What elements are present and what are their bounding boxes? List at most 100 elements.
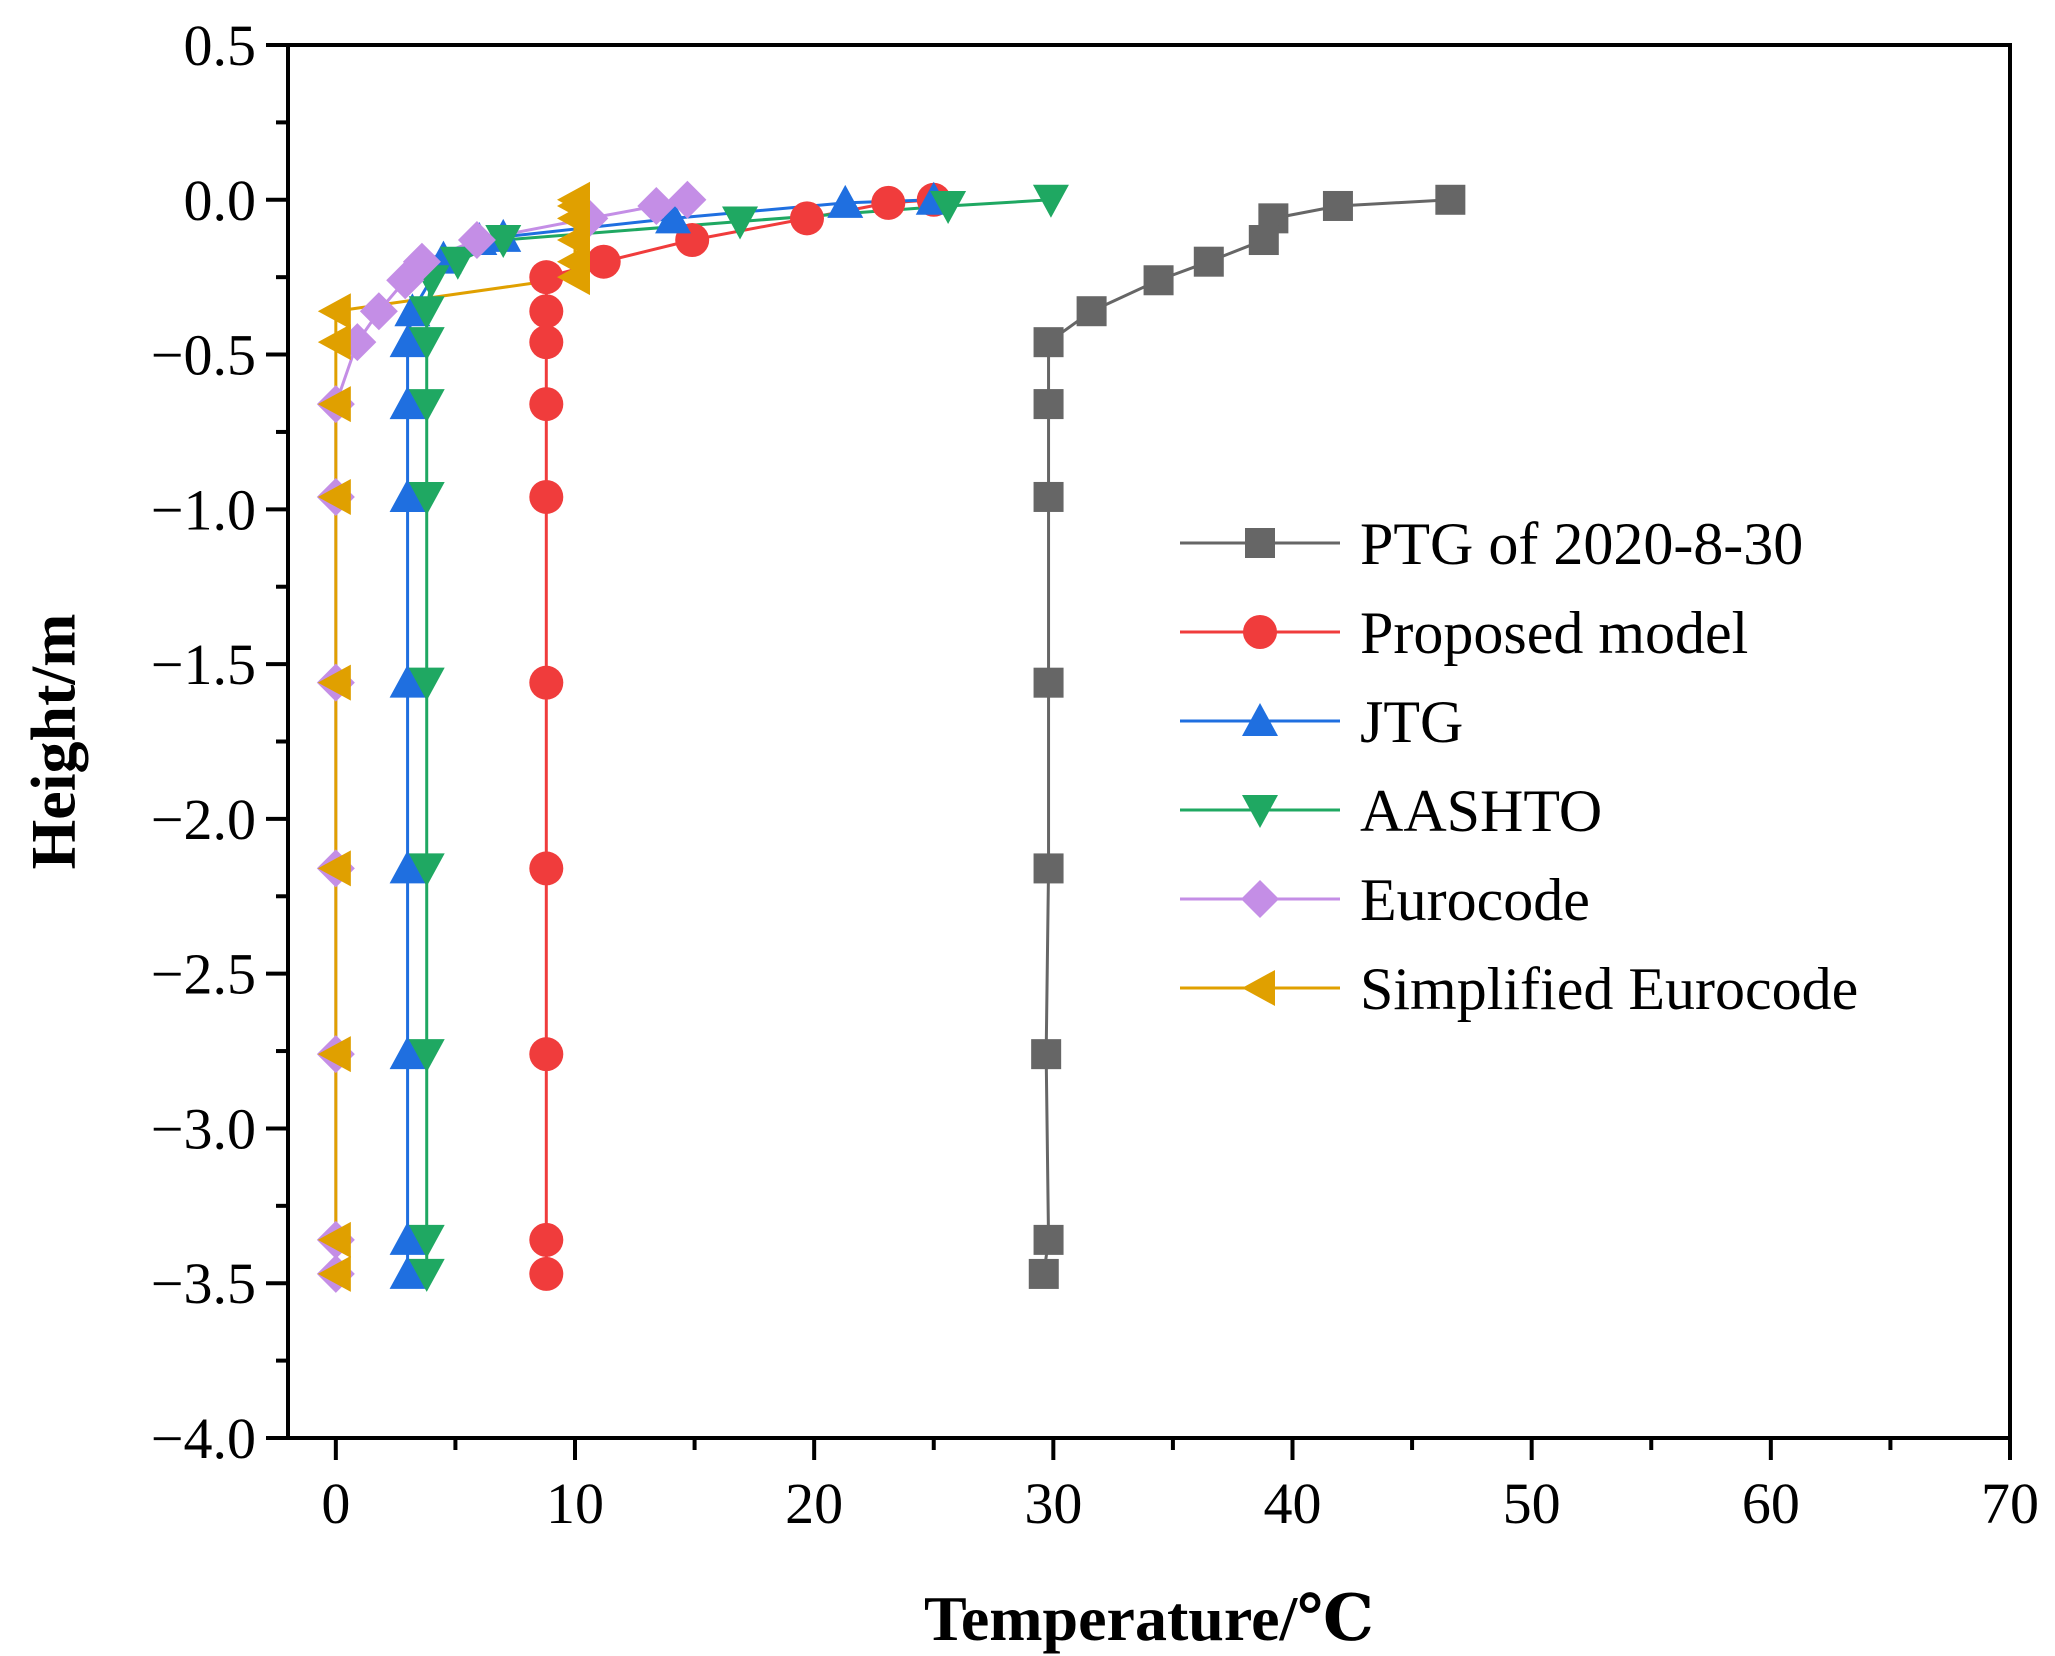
x-tick-label: 30: [1024, 1471, 1082, 1536]
series-line-2: [406, 198, 934, 1274]
data-point-series-3: [408, 1258, 445, 1292]
data-point-series-3: [930, 190, 967, 224]
data-point-series-3: [408, 327, 445, 361]
x-tick-label: 60: [1742, 1471, 1800, 1536]
legend-label: AASHTO: [1360, 778, 1602, 844]
data-point-series-1: [586, 244, 621, 279]
data-point-series-0: [1143, 265, 1174, 296]
data-point-series-3: [408, 667, 445, 701]
x-tick-label: 20: [785, 1471, 843, 1536]
data-point-series-4: [668, 180, 707, 219]
data-point-series-0: [1033, 327, 1064, 358]
data-point-series-1: [529, 1037, 564, 1072]
legend-label: Proposed model: [1360, 600, 1748, 666]
data-point-series-3: [439, 246, 476, 280]
data-point-series-2: [389, 478, 426, 512]
x-tick-label: 40: [1264, 1471, 1322, 1536]
data-point-series-1: [529, 294, 564, 329]
legend-label: JTG: [1360, 689, 1463, 755]
y-tick-label: −0.5: [151, 323, 256, 388]
y-tick-label: 0.0: [184, 168, 257, 233]
data-point-series-5: [317, 1036, 351, 1073]
x-axis: 0 10 20 30 40 50 60 70: [321, 1438, 2039, 1536]
legend-label: Simplified Eurocode: [1360, 956, 1858, 1022]
data-point-series-5: [317, 1255, 351, 1292]
data-point-series-2: [827, 184, 864, 218]
data-point-series-3: [485, 225, 522, 259]
data-point-series-1: [529, 851, 564, 886]
data-point-series-0: [1028, 1258, 1059, 1289]
data-point-series-2: [389, 1255, 426, 1289]
data-point-series-3: [1032, 184, 1069, 218]
data-point-series-3: [408, 853, 445, 887]
data-point-series-4: [386, 261, 425, 300]
data-point-series-2: [389, 386, 426, 420]
data-point-series-0: [1033, 667, 1064, 698]
data-point-series-0: [1322, 190, 1353, 221]
y-tick-label: −1.5: [151, 632, 256, 697]
x-tick-label: 0: [321, 1471, 350, 1536]
data-point-series-5: [317, 1221, 351, 1258]
y-axis-title: Height/m: [18, 614, 89, 870]
legend-swatch-marker: [1242, 795, 1278, 828]
data-point-series-5: [317, 293, 351, 330]
legend: PTG of 2020-8-30 Proposed model JTG AASHTO E…: [1180, 511, 1858, 1022]
data-point-series-5: [317, 386, 351, 423]
data-point-series-2: [389, 1221, 426, 1255]
data-point-series-0: [1033, 481, 1064, 512]
data-point-series-0: [1033, 1224, 1064, 1255]
data-point-series-4: [359, 292, 398, 331]
data-point-series-3: [408, 1224, 445, 1258]
data-point-series-0: [1031, 1039, 1062, 1070]
legend-swatch-marker: [1242, 703, 1278, 736]
data-point-series-3: [408, 296, 445, 330]
data-point-series-0: [1248, 225, 1279, 256]
data-point-series-1: [529, 479, 564, 514]
data-point-series-2: [389, 850, 426, 884]
series-lines: [334, 198, 1451, 1275]
data-point-series-0: [1076, 296, 1107, 327]
y-tick-label: −1.0: [151, 477, 256, 542]
data-point-series-2: [655, 200, 692, 234]
data-point-series-1: [529, 665, 564, 700]
data-point-series-0: [1435, 184, 1466, 215]
data-point-series-0: [1033, 853, 1064, 884]
y-tick-label: −3.5: [151, 1251, 256, 1316]
data-point-series-5: [317, 478, 351, 515]
legend-label: PTG of 2020-8-30: [1360, 511, 1803, 577]
x-axis-title: Temperature/℃: [924, 1583, 1374, 1654]
series-line-4: [334, 198, 688, 1274]
data-point-series-3: [408, 389, 445, 423]
data-point-series-0: [1193, 246, 1224, 277]
x-tick-label: 70: [1981, 1471, 2039, 1536]
y-tick-label: −3.0: [151, 1096, 256, 1161]
data-point-series-1: [529, 1222, 564, 1257]
data-point-series-5: [317, 850, 351, 887]
data-point-series-4: [457, 221, 496, 260]
data-point-series-0: [1033, 389, 1064, 420]
x-tick-label: 50: [1503, 1471, 1561, 1536]
y-axis: 0.5 0.0 −0.5 −1.0 −1.5 −2.0 −2.5 −3.0 −3.5 −4.0: [151, 13, 288, 1471]
legend-label: Eurocode: [1360, 867, 1590, 933]
legend-swatch-marker: [1245, 528, 1275, 558]
data-point-series-1: [789, 201, 824, 236]
data-point-series-3: [408, 481, 445, 515]
y-tick-label: −2.5: [151, 942, 256, 1007]
data-point-series-5: [557, 259, 590, 296]
data-point-series-1: [529, 325, 564, 360]
series-line-3: [425, 198, 1052, 1274]
data-point-series-5: [317, 664, 351, 701]
y-tick-label: −4.0: [151, 1406, 256, 1471]
data-point-series-1: [529, 1256, 564, 1291]
legend-swatch-marker: [1243, 615, 1277, 649]
data-point-series-4: [637, 186, 676, 225]
data-point-series-2: [389, 324, 426, 358]
series-markers: [316, 180, 1466, 1293]
series-line-5: [334, 199, 577, 1274]
series-line-1: [544, 198, 934, 1274]
data-point-series-1: [871, 185, 906, 220]
y-tick-label: 0.5: [184, 13, 257, 78]
data-point-series-3: [722, 206, 759, 240]
data-point-series-1: [529, 260, 564, 295]
